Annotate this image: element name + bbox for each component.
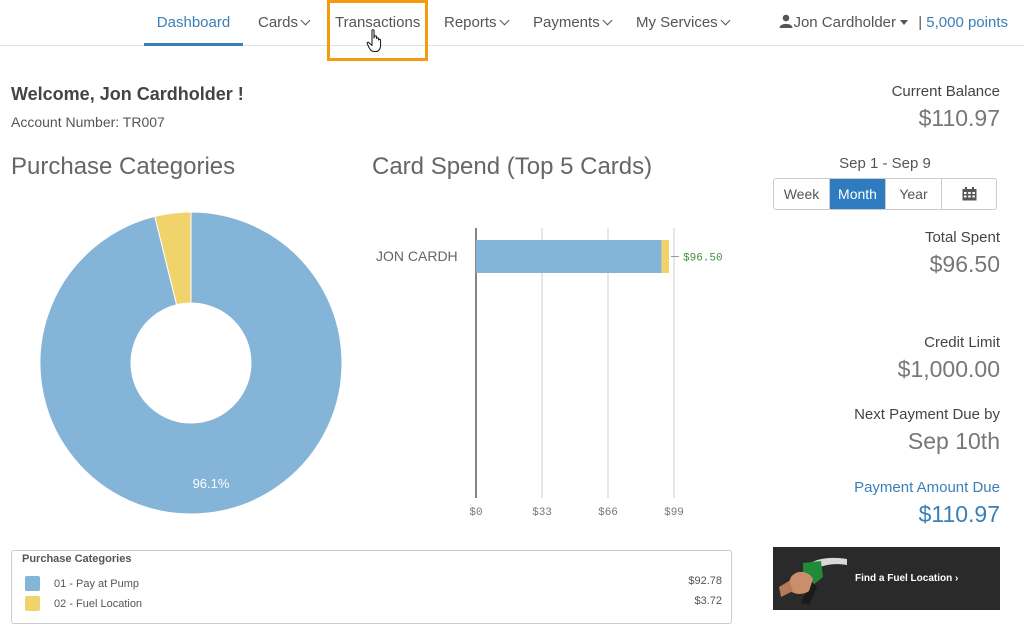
- nav-transactions[interactable]: Transactions: [335, 0, 420, 46]
- credit-limit-value: $1,000.00: [897, 356, 1000, 382]
- total-spent-label: Total Spent: [924, 229, 1000, 246]
- user-name: Jon Cardholder: [793, 14, 897, 31]
- period-week-button[interactable]: Week: [774, 179, 830, 209]
- nav-payments[interactable]: Payments: [533, 0, 613, 46]
- transactions-highlight-box: [327, 0, 428, 61]
- chevron-down-icon: [499, 15, 509, 26]
- chevron-down-icon: [300, 15, 311, 26]
- credit-limit-label: Credit Limit: [924, 334, 1000, 351]
- x-tick-label: $66: [598, 507, 618, 519]
- calendar-icon: [962, 187, 976, 201]
- payment-amount-value: $110.97: [918, 501, 1000, 527]
- next-payment-label: Next Payment Due by: [854, 406, 1000, 423]
- legend-item-pay-at-pump: 01 - Pay at Pump $92.78: [22, 575, 722, 593]
- bar-segment: [476, 240, 662, 273]
- top-nav: Dashboard Cards Transactions Reports Pay…: [0, 0, 1024, 46]
- legend-swatch-blue: [25, 576, 40, 591]
- x-tick-label: $33: [532, 507, 552, 519]
- donut-data-label: 96.1%: [193, 476, 230, 491]
- nav-cards-label: Cards: [258, 14, 299, 31]
- nav-reports[interactable]: Reports: [444, 0, 509, 46]
- nav-my-services-label: My Services: [636, 14, 718, 31]
- x-tick-label: $0: [469, 507, 482, 519]
- chevron-down-icon: [720, 15, 731, 26]
- legend-label: 01 - Pay at Pump: [54, 578, 139, 590]
- x-tick-label: $99: [664, 507, 684, 519]
- welcome-heading: Welcome, Jon Cardholder !: [11, 84, 244, 104]
- legend-label: 02 - Fuel Location: [54, 598, 143, 610]
- find-fuel-location-banner[interactable]: Find a Fuel Location ›: [773, 547, 1000, 610]
- legend-title: Purchase Categories: [22, 553, 132, 565]
- current-balance-label: Current Balance: [891, 83, 1000, 100]
- nav-my-services[interactable]: My Services: [636, 0, 731, 46]
- purchase-categories-donut-chart: 96.1%: [40, 212, 342, 514]
- bar-category-label: JON CARDH: [376, 248, 458, 264]
- bar-data-label: $96.50: [683, 253, 723, 265]
- nav-reports-label: Reports: [444, 14, 497, 31]
- card-spend-bar-chart: $0 $33 $66 $99 JON CARDH $96.50: [376, 228, 723, 519]
- donut-slice: [154, 212, 192, 306]
- card-spend-title: Card Spend (Top 5 Cards): [372, 153, 653, 180]
- payment-amount-label[interactable]: Payment Amount Due: [854, 479, 1000, 496]
- chevron-down-icon: [602, 15, 613, 26]
- account-number: Account Number: TR007: [11, 114, 165, 130]
- period-month-button[interactable]: Month: [830, 179, 886, 209]
- hand-cursor-icon: [366, 29, 382, 53]
- legend-amount: $3.72: [694, 595, 722, 607]
- current-balance-value: $110.97: [918, 105, 1000, 131]
- purchase-categories-legend: Purchase Categories 01 - Pay at Pump $92…: [11, 550, 732, 624]
- nav-transactions-label: Transactions: [335, 14, 421, 31]
- user-icon: [779, 14, 793, 28]
- date-range: Sep 1 - Sep 9: [839, 155, 931, 172]
- nav-payments-label: Payments: [533, 14, 600, 31]
- fuel-pump-icon: [773, 547, 853, 610]
- legend-swatch-yellow: [25, 596, 40, 611]
- nav-dashboard-label: Dashboard: [156, 14, 231, 31]
- nav-separator: |: [918, 14, 923, 31]
- bar-segment: [661, 240, 669, 273]
- donut-slice: [40, 212, 342, 514]
- next-payment-date: Sep 10th: [907, 428, 1000, 454]
- find-fuel-location-text: Find a Fuel Location ›: [855, 573, 959, 584]
- total-spent-value: $96.50: [929, 251, 1000, 277]
- nav-dashboard[interactable]: Dashboard: [144, 0, 243, 46]
- period-year-button[interactable]: Year: [886, 179, 942, 209]
- user-menu[interactable]: Jon Cardholder: [779, 14, 918, 31]
- caret-down-icon: [900, 20, 909, 25]
- period-selector: Week Month Year: [773, 178, 997, 210]
- legend-amount: $92.78: [688, 575, 722, 587]
- calendar-button[interactable]: [942, 179, 996, 209]
- legend-item-fuel-location: 02 - Fuel Location $3.72: [22, 595, 722, 613]
- nav-cards[interactable]: Cards: [258, 0, 311, 46]
- points-link[interactable]: 5,000 points: [926, 14, 1008, 31]
- user-area: Jon Cardholder | 5,000 points: [779, 0, 1008, 46]
- purchase-categories-title: Purchase Categories: [11, 153, 236, 180]
